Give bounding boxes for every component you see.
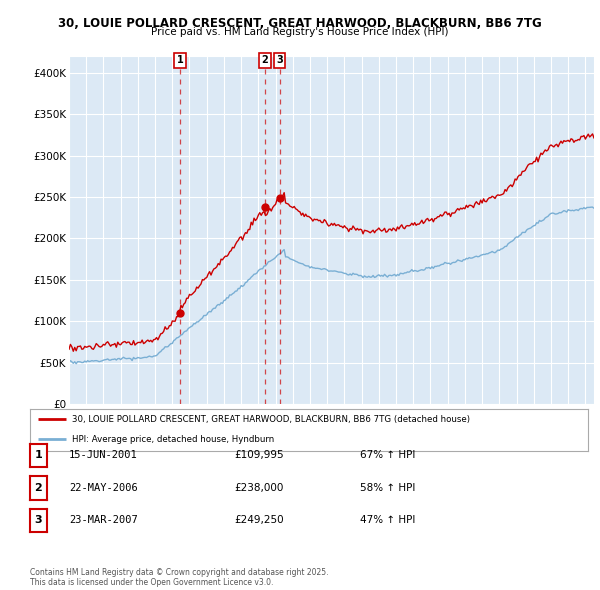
Text: 3: 3 [276,55,283,65]
Text: Contains HM Land Registry data © Crown copyright and database right 2025.
This d: Contains HM Land Registry data © Crown c… [30,568,329,587]
Text: £238,000: £238,000 [234,483,283,493]
Text: 15-JUN-2001: 15-JUN-2001 [69,451,138,460]
Text: 67% ↑ HPI: 67% ↑ HPI [360,451,415,460]
Text: £109,995: £109,995 [234,451,284,460]
Text: 23-MAR-2007: 23-MAR-2007 [69,516,138,525]
Text: HPI: Average price, detached house, Hyndburn: HPI: Average price, detached house, Hynd… [72,435,274,444]
Text: 30, LOUIE POLLARD CRESCENT, GREAT HARWOOD, BLACKBURN, BB6 7TG (detached house): 30, LOUIE POLLARD CRESCENT, GREAT HARWOO… [72,415,470,424]
Text: 1: 1 [177,55,184,65]
Text: 47% ↑ HPI: 47% ↑ HPI [360,516,415,525]
Text: 58% ↑ HPI: 58% ↑ HPI [360,483,415,493]
Text: 1: 1 [35,451,42,460]
Text: 22-MAY-2006: 22-MAY-2006 [69,483,138,493]
Text: 30, LOUIE POLLARD CRESCENT, GREAT HARWOOD, BLACKBURN, BB6 7TG: 30, LOUIE POLLARD CRESCENT, GREAT HARWOO… [58,17,542,30]
Text: 3: 3 [35,516,42,525]
Text: £249,250: £249,250 [234,516,284,525]
Text: Price paid vs. HM Land Registry's House Price Index (HPI): Price paid vs. HM Land Registry's House … [151,27,449,37]
Text: 2: 2 [35,483,42,493]
Text: 2: 2 [262,55,268,65]
